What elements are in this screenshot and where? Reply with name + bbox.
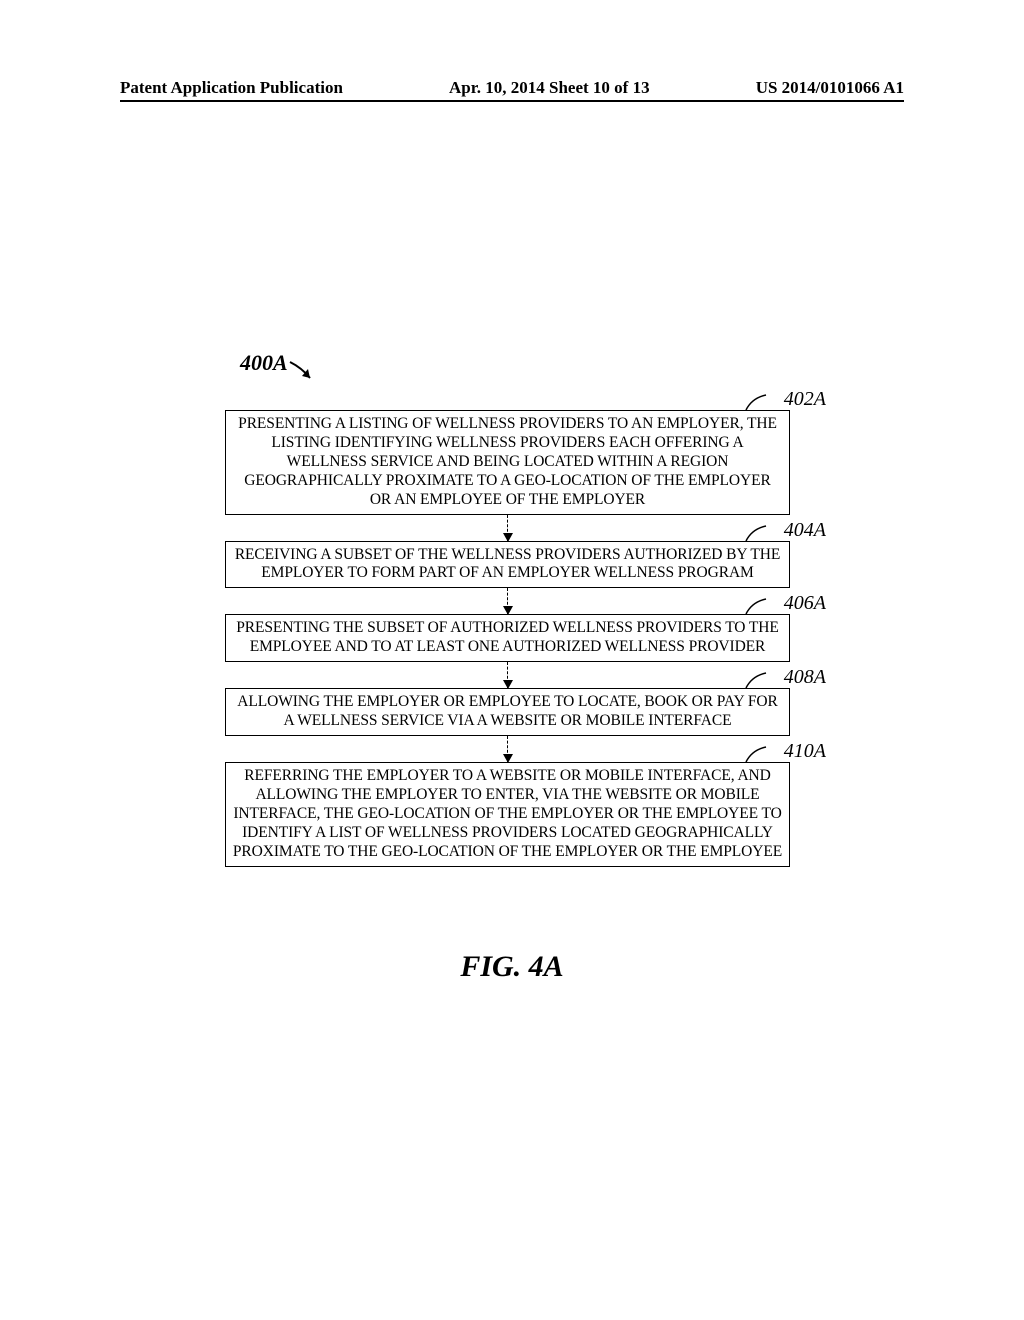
header-right: US 2014/0101066 A1 bbox=[756, 78, 904, 98]
step-ref-402a: 402A bbox=[784, 388, 826, 411]
patent-page: Patent Application Publication Apr. 10, … bbox=[0, 0, 1024, 1320]
page-header: Patent Application Publication Apr. 10, … bbox=[120, 78, 904, 98]
step-ref-408a: 408A bbox=[784, 666, 826, 689]
flow-step-408a: ALLOWING THE EMPLOYER OR EMPLOYEE TO LOC… bbox=[225, 688, 790, 736]
flow-connector bbox=[507, 736, 508, 762]
step-ref-410a: 410A bbox=[784, 740, 826, 763]
flow-step-406a: PRESENTING THE SUBSET OF AUTHORIZED WELL… bbox=[225, 614, 790, 662]
step-ref-404a: 404A bbox=[784, 519, 826, 542]
flow-connector bbox=[507, 662, 508, 688]
callout-curve-icon bbox=[742, 596, 772, 618]
callout-curve-icon bbox=[742, 744, 772, 766]
callout-curve-icon bbox=[742, 670, 772, 692]
figure-ref-label: 400A bbox=[240, 350, 288, 376]
step-ref-406a: 406A bbox=[784, 592, 826, 615]
header-rule bbox=[120, 100, 904, 102]
figure-ref-arrow-icon bbox=[288, 358, 328, 388]
flow-connector bbox=[507, 588, 508, 614]
header-center: Apr. 10, 2014 Sheet 10 of 13 bbox=[449, 78, 650, 98]
flowchart: 402A PRESENTING A LISTING OF WELLNESS PR… bbox=[225, 410, 790, 867]
figure-caption: FIG. 4A bbox=[0, 950, 1024, 984]
flow-step-402a: PRESENTING A LISTING OF WELLNESS PROVIDE… bbox=[225, 410, 790, 515]
flow-step-410a: REFERRING THE EMPLOYER TO A WEBSITE OR M… bbox=[225, 762, 790, 867]
header-left: Patent Application Publication bbox=[120, 78, 343, 98]
callout-curve-icon bbox=[742, 523, 772, 545]
callout-curve-icon bbox=[742, 392, 772, 414]
flow-connector bbox=[507, 515, 508, 541]
flow-step-404a: RECEIVING A SUBSET OF THE WELLNESS PROVI… bbox=[225, 541, 790, 589]
